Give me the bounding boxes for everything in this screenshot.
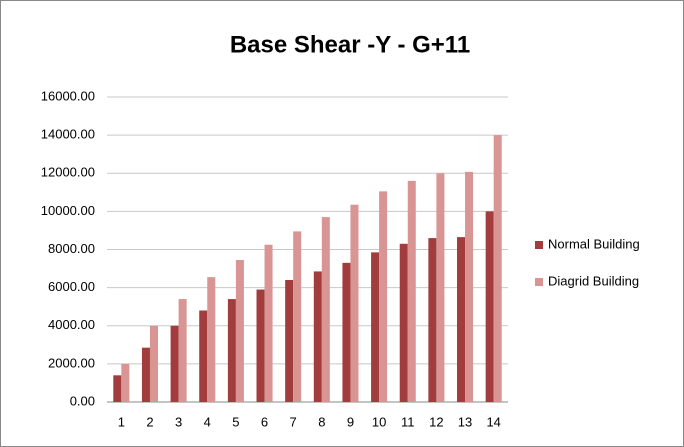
chart-title: Base Shear -Y - G+11 [230,31,470,58]
y-tick-label: 12000.00 [41,165,95,180]
bar [113,375,122,402]
bar [121,363,130,402]
bar [141,347,150,402]
x-tick-label: 1 [118,414,125,429]
bar [428,238,437,402]
bar [149,325,158,402]
bar [485,211,494,402]
bar [285,280,294,402]
bar [227,299,236,402]
y-tick-label: 0.00 [70,393,95,408]
bar [264,244,273,402]
bar [407,180,416,402]
x-tick-label: 8 [318,414,325,429]
x-tick-label: 2 [146,414,153,429]
bar [199,310,208,402]
x-tick-label: 12 [429,414,443,429]
x-tick-label: 9 [347,414,354,429]
bar [256,289,265,402]
bar [379,191,388,402]
x-tick-label: 14 [486,414,500,429]
bar [207,277,216,402]
bar [178,299,187,402]
bar [342,262,351,402]
bar [350,204,359,402]
bar [321,217,330,402]
bar [493,135,502,402]
x-tick-label: 11 [401,414,415,429]
y-tick-label: 14000.00 [41,127,95,142]
x-tick-label: 7 [290,414,297,429]
y-tick-label: 10000.00 [41,203,95,218]
x-tick-label: 6 [261,414,268,429]
y-tick-label: 4000.00 [48,317,95,332]
bar [457,237,466,402]
x-tick-label: 5 [232,414,239,429]
legend-label: Normal Building [548,236,640,251]
bar [313,271,322,402]
bar [371,252,380,402]
y-tick-label: 16000.00 [41,88,95,103]
bar [465,171,474,402]
y-tick-label: 2000.00 [48,355,95,370]
bar [399,243,408,402]
y-tick-label: 6000.00 [48,279,95,294]
x-tick-label: 10 [372,414,386,429]
legend-swatch [535,278,543,286]
y-tick-label: 8000.00 [48,241,95,256]
legend-swatch [535,241,543,249]
x-tick-label: 4 [204,414,211,429]
x-tick-label: 3 [175,414,182,429]
legend-label: Diagrid Building [548,273,639,288]
bar [235,259,244,402]
bar [170,325,179,402]
bar [436,173,445,402]
x-tick-label: 13 [458,414,472,429]
bar [293,231,302,402]
